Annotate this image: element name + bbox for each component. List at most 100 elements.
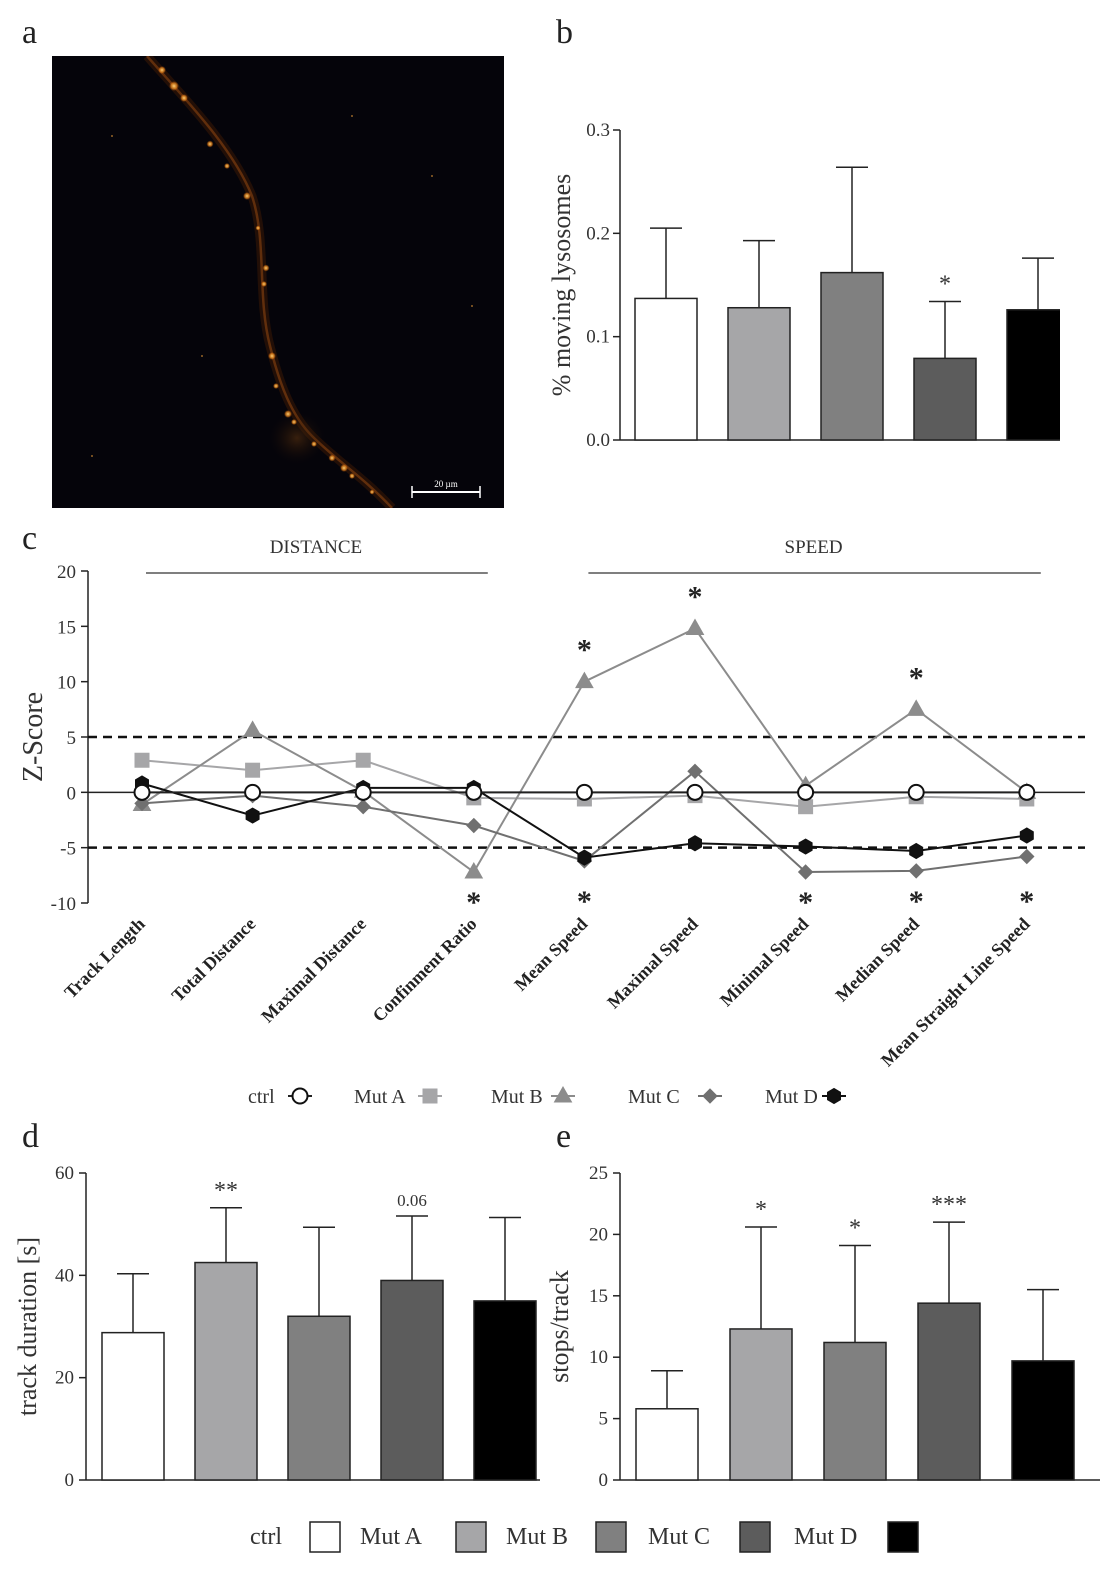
legend-marker <box>291 1087 309 1105</box>
y-tick-label: 0.1 <box>586 327 610 348</box>
data-point-ctrl <box>575 783 593 801</box>
data-point-mut-c <box>1019 848 1035 865</box>
panel-letter-d: d <box>22 1118 39 1155</box>
panel-letter-b: b <box>556 14 573 51</box>
legend-label: Mut D <box>794 1524 857 1550</box>
bar-ctrl <box>101 1331 165 1481</box>
data-point-mut-b <box>575 671 594 689</box>
bar-mut-d <box>1006 309 1060 441</box>
data-point-ctrl <box>797 783 815 801</box>
scale-bar-label: 20 µm <box>434 479 457 489</box>
chart-c-z-score: -10 -5 0 5 10 15 20 Z-Score DISTANCE SPEED * * * * * * *… <box>18 537 1085 1070</box>
data-point-mut-a <box>245 762 261 778</box>
data-point-mut-d <box>909 842 924 860</box>
data-point-mut-d <box>688 835 702 852</box>
x-category-label: Track Length <box>60 914 149 1003</box>
y-tick-label: 0 <box>599 1470 609 1491</box>
bar-mut-c <box>913 357 977 441</box>
bar-mut-d <box>473 1300 537 1481</box>
legend-marker <box>827 1087 841 1105</box>
data-point-mut-c <box>466 817 482 834</box>
y-axis-label: track duration [s] <box>13 1237 42 1416</box>
bar-mut-d <box>1011 1360 1075 1481</box>
significance-label: * <box>577 885 592 918</box>
y-tick-label: 40 <box>55 1265 74 1286</box>
significance-label: *** <box>931 1192 967 1218</box>
data-point-mut-d <box>798 838 813 855</box>
significance-label: * <box>755 1197 767 1223</box>
y-tick-label: 10 <box>57 673 76 694</box>
legend-marker <box>422 1088 438 1104</box>
y-tick-label: 20 <box>55 1368 74 1389</box>
significance-label: * <box>909 661 924 694</box>
y-tick-label: 20 <box>589 1224 608 1245</box>
y-tick-label: 10 <box>589 1347 608 1368</box>
legend-bar-charts: ctrl Mut A Mut B Mut C Mut D <box>250 1521 919 1553</box>
x-category-label: Minimal Speed <box>716 914 813 1011</box>
significance-label: * <box>909 885 924 918</box>
significance-label: * <box>466 886 481 919</box>
y-tick-label: 0.3 <box>586 120 610 141</box>
legend-line-chart: ctrl Mut A Mut B Mut C Mut D <box>248 1085 846 1108</box>
fluorescence-micrograph: 20 µm <box>52 53 504 512</box>
data-point-ctrl <box>354 783 372 801</box>
data-point-mut-b <box>464 861 484 879</box>
legend-marker <box>553 1085 573 1103</box>
legend-label: Mut C <box>628 1086 680 1108</box>
chart-d-group: 0 20 40 60 track duration [s] ** 0.06 <box>13 1163 540 1491</box>
legend-swatch <box>309 1521 341 1553</box>
data-point-mut-b <box>906 699 926 716</box>
bar-ctrl <box>635 1408 699 1481</box>
data-point-mut-c <box>908 863 924 879</box>
y-tick-label: 25 <box>589 1163 608 1184</box>
y-tick-label: 5 <box>599 1409 609 1430</box>
y-tick-label: 5 <box>67 728 77 749</box>
legend-label: ctrl <box>248 1086 275 1108</box>
y-tick-label: 0 <box>67 783 77 804</box>
y-tick-label: 60 <box>55 1163 74 1184</box>
data-point-mut-a <box>355 752 371 768</box>
bar-mut-a <box>727 306 791 441</box>
y-tick-label: 15 <box>589 1286 608 1307</box>
y-tick-label: 15 <box>57 617 76 638</box>
data-point-ctrl <box>686 783 704 801</box>
panel-letter-e: e <box>556 1118 572 1155</box>
data-point-ctrl <box>133 783 151 801</box>
data-point-ctrl <box>907 783 925 801</box>
data-point-mut-c <box>355 799 371 815</box>
significance-label: * <box>939 272 951 298</box>
bar-mut-a <box>194 1261 258 1481</box>
data-point-mut-b <box>243 720 262 737</box>
data-point-ctrl <box>465 783 483 801</box>
group-label-distance: DISTANCE <box>270 537 362 558</box>
legend-label: Mut D <box>765 1086 818 1108</box>
panel-letter-a: a <box>22 14 38 51</box>
legend-swatch <box>455 1521 487 1553</box>
significance-label: * <box>688 581 703 614</box>
data-point-mut-d <box>577 849 592 866</box>
y-axis-label: stops/track <box>545 1270 574 1383</box>
y-tick-label: -5 <box>60 839 76 860</box>
legend-label: Mut B <box>506 1524 568 1550</box>
x-category-label: Maximal Distance <box>257 914 370 1027</box>
legend-label: Mut B <box>491 1086 543 1108</box>
legend-swatch <box>887 1521 919 1553</box>
bar-ctrl <box>634 297 698 441</box>
legend-swatch <box>595 1521 627 1553</box>
y-tick-label: 0.2 <box>586 223 610 244</box>
legend-marker <box>702 1088 718 1104</box>
significance-label: 0.06 <box>397 1191 427 1210</box>
data-point-mut-a <box>134 752 150 768</box>
chart-b-group: 0.0 0.1 0.2 0.3 % moving lysosomes * <box>547 120 1060 451</box>
data-point-mut-c <box>687 763 703 780</box>
significance-label: * <box>1019 885 1034 918</box>
group-label-speed: SPEED <box>785 537 843 558</box>
data-point-mut-a <box>798 799 814 815</box>
data-point-mut-c <box>797 864 814 880</box>
significance-label: * <box>798 886 813 919</box>
data-point-mut-d <box>1019 827 1034 844</box>
legend-swatch <box>739 1521 771 1553</box>
x-category-label: Mean Speed <box>510 914 591 995</box>
x-category-label: Total Distance <box>168 914 260 1006</box>
